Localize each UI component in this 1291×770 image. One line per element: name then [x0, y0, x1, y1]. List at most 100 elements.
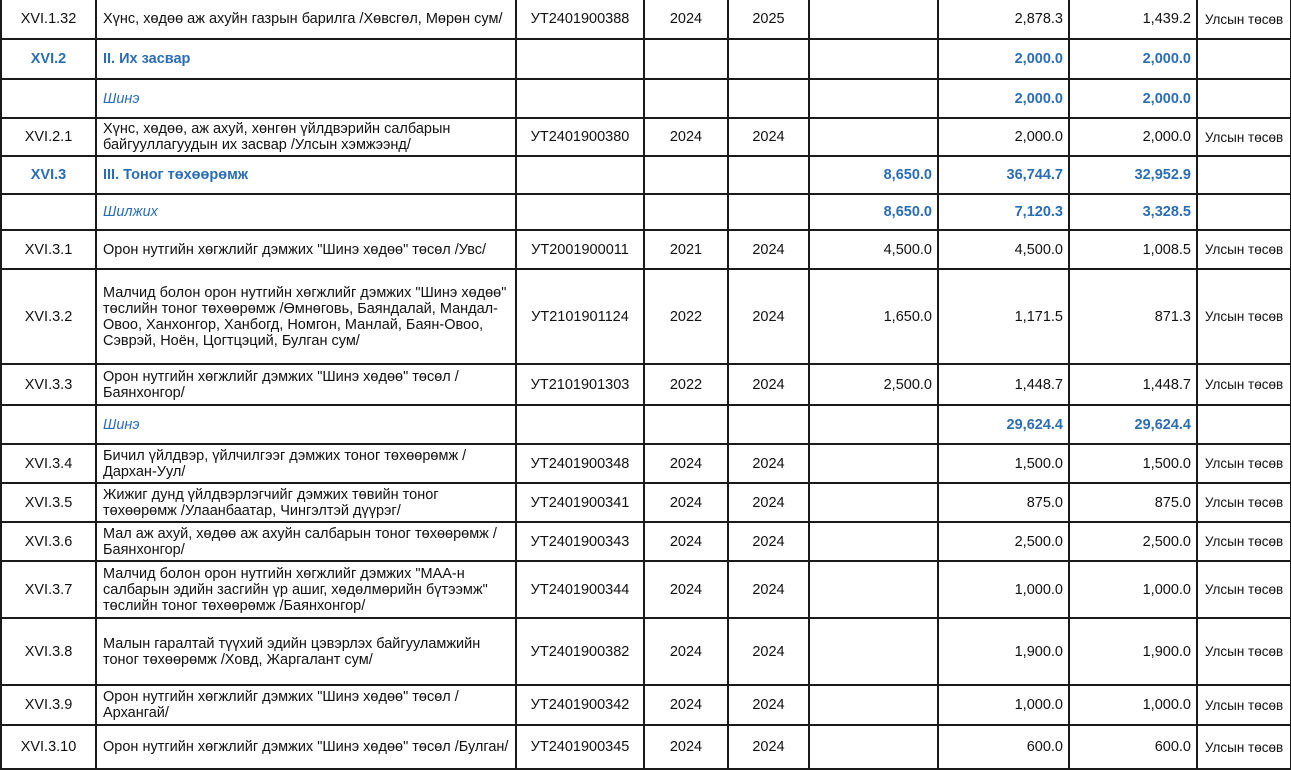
project-name-cell: III. Тоног төхөөрөмж: [95, 155, 517, 195]
project-id-cell: УТ2101901303: [515, 363, 645, 406]
funding-source-cell: Улсын төсөв: [1196, 363, 1291, 406]
subsection-row: Шинэ 29,624.4 29,624.4: [0, 404, 1291, 445]
table-row: XVI.3.7 Малчид болон орон нутгийн хөгжлий…: [0, 560, 1291, 619]
table-row: XVI.3.10 Орон нутгийн хөгжлийг дэмжих "Ши…: [0, 724, 1291, 770]
budget-amount-cell: 1,900.0: [1068, 617, 1198, 686]
section-header-row: XVI.2 II. Их засвар 2,000.0 2,000.0: [0, 38, 1291, 80]
project-id-cell: УТ2401900341: [515, 482, 645, 523]
budget-estimate-cell: 1,900.0: [937, 617, 1070, 686]
project-id-cell: УТ2401900345: [515, 724, 645, 770]
funding-source-cell: [1196, 38, 1291, 80]
funding-source-cell: Улсын төсөв: [1196, 268, 1291, 365]
project-name-cell: Хүнс, хөдөө, аж ахуй, хөнгөн үйлдвэрийн …: [95, 117, 517, 157]
project-name-cell: II. Их засвар: [95, 38, 517, 80]
total-cost-cell: 8,650.0: [808, 193, 939, 231]
end-year-cell: 2024: [727, 117, 810, 157]
section-header-row: XVI.3 III. Тоног төхөөрөмж 8,650.0 36,744.7…: [0, 155, 1291, 195]
project-id-cell: УТ2401900388: [515, 0, 645, 40]
funding-source-cell: Улсын төсөв: [1196, 229, 1291, 270]
funding-source-cell: Улсын төсөв: [1196, 560, 1291, 619]
end-year-cell: [727, 404, 810, 445]
total-cost-cell: [808, 684, 939, 726]
project-id-cell: УТ2401900344: [515, 560, 645, 619]
total-cost-cell: [808, 724, 939, 770]
total-cost-cell: [808, 443, 939, 484]
table-row: XVI.3.3 Орон нутгийн хөгжлийг дэмжих "Шин…: [0, 363, 1291, 406]
project-name-cell: Орон нутгийн хөгжлийг дэмжих "Шинэ хөдөө…: [95, 363, 517, 406]
project-name-cell: Орон нутгийн хөгжлийг дэмжих "Шинэ хөдөө…: [95, 229, 517, 270]
project-id-cell: УТ2401900380: [515, 117, 645, 157]
table-row: XVI.3.2 Малчид болон орон нутгийн хөгжлий…: [0, 268, 1291, 365]
budget-amount-cell: 1,439.2: [1068, 0, 1198, 40]
project-name-cell: Малчид болон орон нутгийн хөгжлийг дэмжи…: [95, 268, 517, 365]
budget-amount-cell: 875.0: [1068, 482, 1198, 523]
project-name-cell: Бичил үйлдвэр, үйлчилгээг дэмжих тоног т…: [95, 443, 517, 484]
end-year-cell: 2024: [727, 229, 810, 270]
row-code-cell: XVI.3.3: [0, 363, 97, 406]
project-id-cell: УТ2401900342: [515, 684, 645, 726]
budget-estimate-cell: 600.0: [937, 724, 1070, 770]
total-cost-cell: [808, 560, 939, 619]
budget-amount-cell: 2,500.0: [1068, 521, 1198, 562]
table-row: XVI.3.8 Малын гаралтай түүхий эдийн цэвэр…: [0, 617, 1291, 686]
total-cost-cell: 4,500.0: [808, 229, 939, 270]
funding-source-cell: Улсын төсөв: [1196, 482, 1291, 523]
project-name-cell: Жижиг дунд үйлдвэрлэгчийг дэмжих төвийн …: [95, 482, 517, 523]
budget-estimate-cell: 4,500.0: [937, 229, 1070, 270]
budget-estimate-cell: 875.0: [937, 482, 1070, 523]
end-year-cell: 2024: [727, 684, 810, 726]
table-row: XVI.3.9 Орон нутгийн хөгжлийг дэмжих "Шин…: [0, 684, 1291, 726]
budget-estimate-cell: 1,000.0: [937, 684, 1070, 726]
end-year-cell: 2024: [727, 268, 810, 365]
row-code-cell: XVI.3.10: [0, 724, 97, 770]
start-year-cell: 2024: [643, 0, 729, 40]
end-year-cell: 2024: [727, 724, 810, 770]
start-year-cell: 2024: [643, 560, 729, 619]
project-id-cell: [515, 155, 645, 195]
row-code-cell: XVI.3.1: [0, 229, 97, 270]
start-year-cell: 2022: [643, 268, 729, 365]
total-cost-cell: [808, 617, 939, 686]
budget-amount-cell: 1,500.0: [1068, 443, 1198, 484]
budget-estimate-cell: 1,000.0: [937, 560, 1070, 619]
funding-source-cell: Улсын төсөв: [1196, 617, 1291, 686]
start-year-cell: [643, 155, 729, 195]
row-code-cell: XVI.3: [0, 155, 97, 195]
budget-estimate-cell: 1,500.0: [937, 443, 1070, 484]
total-cost-cell: [808, 482, 939, 523]
total-cost-cell: [808, 521, 939, 562]
start-year-cell: [643, 38, 729, 80]
project-name-cell: Орон нутгийн хөгжлийг дэмжих "Шинэ хөдөө…: [95, 684, 517, 726]
total-cost-cell: [808, 0, 939, 40]
project-id-cell: [515, 404, 645, 445]
start-year-cell: [643, 404, 729, 445]
budget-estimate-cell: 2,500.0: [937, 521, 1070, 562]
start-year-cell: [643, 193, 729, 231]
budget-amount-cell: 29,624.4: [1068, 404, 1198, 445]
end-year-cell: [727, 155, 810, 195]
project-id-cell: УТ2401900343: [515, 521, 645, 562]
project-name-cell: Мал аж ахуй, хөдөө аж ахуйн салбарын тон…: [95, 521, 517, 562]
budget-amount-cell: 1,000.0: [1068, 684, 1198, 726]
row-code-cell: XVI.3.4: [0, 443, 97, 484]
table-row: XVI.3.4 Бичил үйлдвэр, үйлчилгээг дэмжих …: [0, 443, 1291, 484]
budget-estimate-cell: 36,744.7: [937, 155, 1070, 195]
funding-source-cell: Улсын төсөв: [1196, 443, 1291, 484]
project-id-cell: [515, 78, 645, 119]
row-code-cell: XVI.2.1: [0, 117, 97, 157]
row-code-cell: XVI.2: [0, 38, 97, 80]
start-year-cell: 2024: [643, 617, 729, 686]
row-code-cell: XVI.3.6: [0, 521, 97, 562]
total-cost-cell: [808, 117, 939, 157]
budget-amount-cell: 2,000.0: [1068, 78, 1198, 119]
budget-estimate-cell: 29,624.4: [937, 404, 1070, 445]
project-id-cell: [515, 193, 645, 231]
start-year-cell: [643, 78, 729, 119]
end-year-cell: 2024: [727, 482, 810, 523]
total-cost-cell: 1,650.0: [808, 268, 939, 365]
subsection-row: Шинэ 2,000.0 2,000.0: [0, 78, 1291, 119]
budget-amount-cell: 2,000.0: [1068, 38, 1198, 80]
project-name-cell: Хүнс, хөдөө аж ахуйн газрын барилга /Хөв…: [95, 0, 517, 40]
project-id-cell: УТ2401900348: [515, 443, 645, 484]
